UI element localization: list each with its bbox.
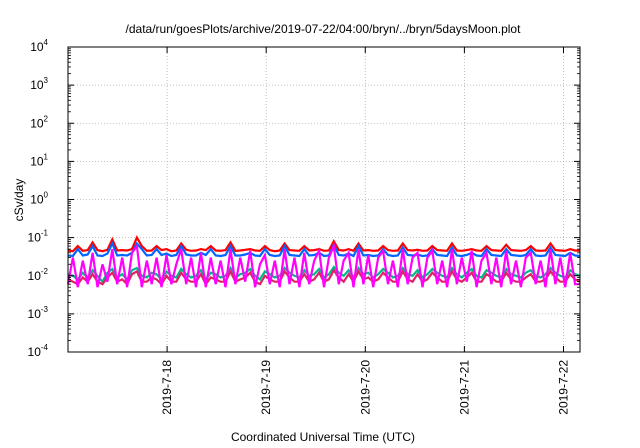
y-tick-label: 10-4 xyxy=(28,343,49,359)
y-tick-label: 103 xyxy=(30,76,48,92)
series-line-2 xyxy=(67,240,581,258)
axis-ticks xyxy=(68,46,580,353)
y-tick-label: 102 xyxy=(30,114,48,130)
y-tick-label: 10-2 xyxy=(28,267,49,283)
x-tick-label: 2019-7-22 xyxy=(556,360,570,415)
x-tick-label: 2019-7-19 xyxy=(259,360,273,415)
y-tick-label: 104 xyxy=(30,38,48,54)
series-lines xyxy=(66,235,581,288)
x-tick-label: 2019-7-20 xyxy=(358,360,372,415)
chart-title: /data/run/goesPlots/archive/2019-07-22/0… xyxy=(126,22,522,36)
x-tick-label: 2019-7-18 xyxy=(160,360,174,415)
grid xyxy=(68,47,580,352)
x-tick-labels: 2019-7-18 2019-7-19 2019-7-20 2019-7-21 2019… xyxy=(160,360,570,415)
y-tick-label: 10-1 xyxy=(28,229,49,245)
x-axis-label: Coordinated Universal Time (UTC) xyxy=(231,430,415,444)
series-line-5 xyxy=(66,241,580,288)
y-tick-label: 10-3 xyxy=(28,305,49,321)
x-tick-label: 2019-7-21 xyxy=(457,360,471,415)
y-tick-labels: 10-4 10-3 10-2 10-1 100 101 102 103 104 xyxy=(28,38,49,359)
y-tick-label: 100 xyxy=(30,191,48,207)
y-tick-label: 101 xyxy=(30,152,48,168)
y-axis-label: cSv/day xyxy=(12,179,26,222)
series-line-1 xyxy=(67,235,581,253)
